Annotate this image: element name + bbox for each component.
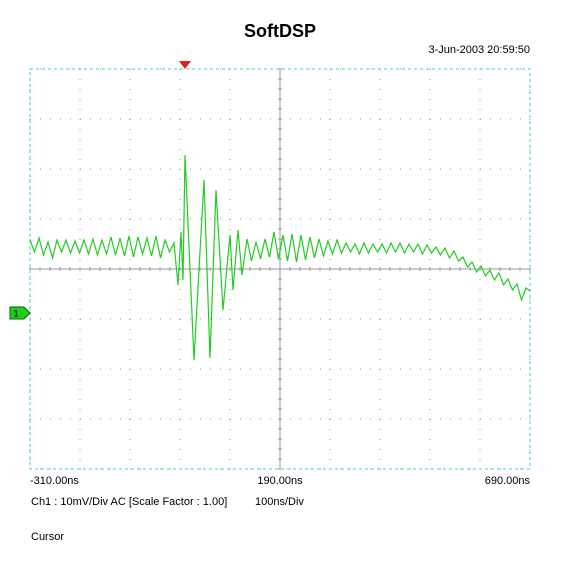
x-tick-label: 190.00ns — [257, 475, 303, 487]
timebase: 100ns/Div — [255, 496, 304, 508]
chart-title: SoftDSP — [244, 21, 316, 41]
channel-marker — [9, 306, 31, 320]
trigger-marker — [179, 61, 191, 69]
x-tick-label: 690.00ns — [485, 475, 531, 487]
channel-marker-label: 1 — [13, 308, 18, 318]
cursor-label: Cursor — [31, 531, 64, 543]
x-tick-label: -310.00ns — [30, 475, 79, 487]
channel-info: Ch1 : 10mV/Div AC [Scale Factor : 1.00] — [31, 496, 227, 508]
timestamp: 3-Jun-2003 20:59:50 — [428, 44, 530, 56]
waveform — [29, 154, 531, 361]
